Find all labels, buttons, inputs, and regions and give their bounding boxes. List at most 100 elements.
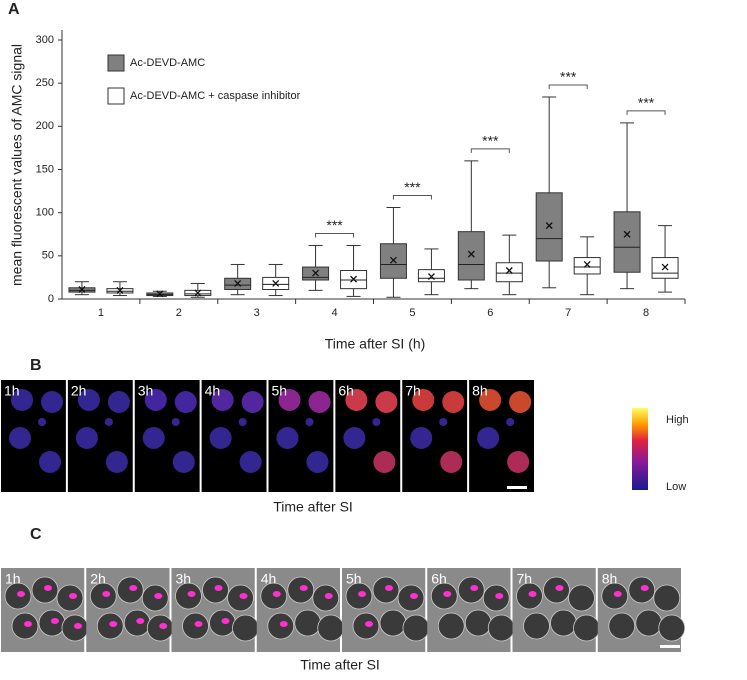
- cell: [372, 576, 400, 604]
- cell: [38, 418, 46, 426]
- cell: [437, 612, 465, 640]
- cell: [507, 451, 530, 473]
- frame-label: 8h: [602, 571, 618, 587]
- nucleus: [555, 585, 564, 591]
- cell: [372, 418, 381, 426]
- nucleus: [51, 618, 59, 624]
- cell: [9, 427, 31, 449]
- cell: [211, 389, 234, 411]
- cell: [39, 451, 61, 473]
- cell: [412, 389, 435, 411]
- mean-marker: [545, 222, 553, 230]
- nucleus: [102, 591, 111, 597]
- frame-label: 2h: [90, 571, 106, 587]
- cell: [287, 576, 315, 604]
- nucleus: [324, 593, 333, 599]
- nucleus: [44, 585, 52, 591]
- frame-label: 6h: [338, 383, 354, 399]
- cell: [375, 391, 398, 413]
- mean-marker: [623, 230, 631, 238]
- cell: [56, 584, 84, 612]
- cell: [232, 614, 259, 642]
- cell: [317, 614, 345, 642]
- frame-label: 6h: [431, 571, 447, 587]
- cell: [573, 614, 600, 642]
- cell: [278, 389, 301, 411]
- nucleus: [214, 585, 223, 591]
- frame-label: 8h: [472, 383, 488, 399]
- frame-label: 5h: [272, 383, 288, 399]
- mean-marker: [312, 269, 320, 277]
- nucleus: [24, 621, 32, 627]
- cell: [373, 451, 396, 473]
- nucleus: [613, 591, 622, 597]
- frame-label: 7h: [405, 383, 421, 399]
- panel-label: B: [30, 357, 42, 374]
- frame-label: 2h: [71, 383, 87, 399]
- cell: [308, 391, 331, 413]
- x-tick-label: 2: [176, 307, 182, 319]
- cell: [352, 612, 380, 640]
- cell: [464, 609, 492, 637]
- nucleus: [239, 593, 248, 599]
- nucleus: [136, 618, 145, 624]
- mean-marker: [583, 261, 591, 268]
- mean-marker: [78, 286, 86, 293]
- y-tick-label: 50: [42, 250, 54, 262]
- y-tick-label: 0: [48, 293, 54, 305]
- cell: [209, 609, 236, 637]
- x-tick-label: 5: [409, 307, 415, 319]
- cell: [202, 576, 229, 604]
- cell: [89, 582, 117, 610]
- cell: [144, 389, 167, 411]
- colorbar-low: Low: [666, 481, 686, 493]
- mean-marker: [156, 290, 164, 298]
- cell: [658, 614, 686, 642]
- x-tick-label: 6: [487, 307, 493, 319]
- mean-marker: [427, 273, 435, 281]
- colorbar-high: High: [666, 414, 689, 426]
- cell: [430, 582, 458, 610]
- y-tick-label: 200: [36, 120, 54, 132]
- cell: [343, 427, 366, 449]
- significance-bracket: [470, 148, 510, 153]
- legend-label: Ac-DEVD-AMC: [130, 57, 205, 69]
- nucleus: [299, 585, 308, 591]
- cell: [123, 609, 151, 637]
- cell: [442, 391, 465, 413]
- cell: [38, 609, 66, 637]
- nucleus: [470, 585, 479, 591]
- cell: [171, 418, 180, 426]
- y-tick-label: 100: [36, 207, 54, 219]
- significance-bracket: [626, 110, 666, 115]
- x-tick-label: 4: [332, 307, 338, 319]
- cell: [239, 451, 262, 473]
- y-tick-label: 250: [36, 77, 54, 89]
- cell: [41, 391, 63, 413]
- cell: [457, 576, 485, 604]
- nucleus: [129, 585, 138, 591]
- cell: [142, 427, 165, 449]
- nucleus: [187, 591, 196, 597]
- box: [613, 211, 641, 273]
- significance-bracket: [392, 194, 432, 200]
- cell: [345, 389, 368, 411]
- cell: [238, 418, 247, 426]
- nucleus: [109, 621, 118, 627]
- nucleus: [154, 593, 163, 599]
- x-tick-label: 1: [98, 307, 104, 319]
- nucleus: [221, 618, 230, 624]
- nucleus: [69, 593, 77, 599]
- x-axis-label: Time after SI: [273, 499, 353, 515]
- nucleus: [365, 621, 373, 627]
- nucleus: [17, 591, 25, 597]
- cell: [172, 451, 195, 473]
- cell: [628, 576, 656, 604]
- cell: [182, 612, 209, 640]
- mean-marker: [116, 286, 124, 294]
- legend-swatch: [107, 87, 125, 105]
- cell: [11, 389, 33, 411]
- y-tick-label: 150: [36, 163, 54, 175]
